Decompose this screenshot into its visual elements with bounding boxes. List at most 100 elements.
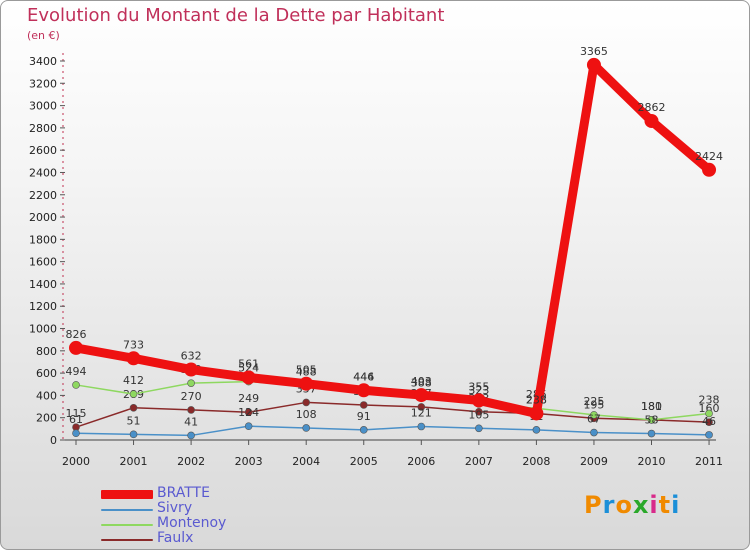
data-label-bratte: 403 xyxy=(411,375,432,388)
data-label-bratte: 632 xyxy=(181,350,202,363)
data-point-bratte xyxy=(586,57,601,72)
data-point-sivry xyxy=(244,422,253,430)
chart-subtitle: (en €) xyxy=(27,29,60,42)
data-label-sivry: 41 xyxy=(184,415,198,428)
data-point-faulx xyxy=(129,403,138,412)
data-point-bratte xyxy=(126,351,141,366)
legend-swatch xyxy=(101,490,153,499)
data-label-sivry: 67 xyxy=(587,413,601,426)
x-tick-label: 2000 xyxy=(62,455,90,468)
data-point-sivry xyxy=(590,428,598,437)
data-point-faulx xyxy=(359,401,368,409)
data-label-sivry: 124 xyxy=(238,406,259,419)
data-point-sivry xyxy=(72,429,80,438)
data-label-bratte: 2424 xyxy=(695,150,723,163)
data-label-bratte: 561 xyxy=(238,357,259,370)
data-label-bratte: 355 xyxy=(468,380,489,393)
y-tick-label: 1600 xyxy=(29,256,57,269)
data-label-montenoy: 524 xyxy=(238,362,259,375)
x-tick-label: 2010 xyxy=(638,455,666,468)
data-point-sivry xyxy=(302,424,311,432)
legend-item-sivry: Sivry xyxy=(101,500,301,517)
data-label-bratte: 238 xyxy=(526,393,547,406)
y-tick-label: 800 xyxy=(36,345,57,358)
data-point-bratte xyxy=(414,388,429,403)
data-label-faulx: 115 xyxy=(66,407,87,420)
logo-letter: x xyxy=(632,491,650,519)
x-tick-label: 2009 xyxy=(580,455,608,468)
data-point-bratte xyxy=(184,362,199,377)
data-point-bratte xyxy=(241,370,256,385)
data-point-bratte xyxy=(702,162,717,177)
y-tick-label: 2200 xyxy=(29,189,57,202)
data-label-sivry: 105 xyxy=(468,408,489,421)
data-point-faulx xyxy=(417,403,426,411)
y-tick-label: 1200 xyxy=(29,300,57,313)
data-label-montenoy: 412 xyxy=(123,374,144,387)
data-label-montenoy: 323 xyxy=(468,384,489,397)
data-point-faulx xyxy=(475,407,483,416)
data-point-bratte xyxy=(69,340,83,355)
y-tick-label: 2800 xyxy=(29,122,57,135)
data-point-bratte xyxy=(529,406,544,421)
y-tick-label: 2600 xyxy=(29,144,57,157)
data-point-sivry xyxy=(129,430,138,439)
data-point-sivry xyxy=(475,424,483,433)
data-label-montenoy: 494 xyxy=(66,365,87,378)
proxiti-logo: Proxiti xyxy=(584,491,680,519)
data-label-sivry: 108 xyxy=(296,408,317,421)
data-label-faulx: 270 xyxy=(181,390,202,403)
data-point-faulx xyxy=(705,418,713,426)
y-tick-label: 3000 xyxy=(29,100,57,113)
logo-letter: i xyxy=(649,491,659,519)
y-tick-label: 2000 xyxy=(29,211,57,224)
logo-letter: P xyxy=(584,491,603,519)
data-label-montenoy: 225 xyxy=(583,395,604,408)
x-tick-label: 2005 xyxy=(350,455,378,468)
logo-letter: o xyxy=(615,491,633,519)
series-line-montenoy xyxy=(75,380,710,421)
logo-letter: r xyxy=(602,491,616,519)
logo-letter: i xyxy=(671,491,681,519)
data-label-montenoy: 181 xyxy=(641,400,662,413)
data-label-montenoy: 238 xyxy=(699,393,720,406)
data-point-sivry xyxy=(532,426,541,434)
x-tick-label: 2001 xyxy=(120,455,148,468)
data-point-sivry xyxy=(187,431,195,440)
series-line-sivry xyxy=(75,425,710,437)
data-point-sivry xyxy=(417,422,426,431)
data-label-faulx: 160 xyxy=(699,402,720,415)
data-label-bratte: 826 xyxy=(66,328,87,341)
y-tick-label: 3200 xyxy=(29,77,57,90)
legend-label: Sivry xyxy=(157,500,193,516)
y-tick-label: 1400 xyxy=(29,278,57,291)
y-tick-label: 200 xyxy=(36,412,57,425)
data-label-sivry: 91 xyxy=(357,410,371,423)
legend-label: Montenoy xyxy=(157,515,227,531)
x-tick-label: 2003 xyxy=(235,455,263,468)
series-line-bratte xyxy=(75,60,712,418)
data-label-faulx: 180 xyxy=(641,400,662,413)
legend-item-montenoy: Montenoy xyxy=(101,515,301,532)
data-point-bratte xyxy=(356,383,371,398)
data-label-montenoy: 388 xyxy=(411,377,432,390)
legend-item-faulx: Faulx xyxy=(101,530,301,547)
data-label-montenoy: 444 xyxy=(353,371,374,384)
y-tick-label: 1800 xyxy=(29,233,57,246)
data-point-montenoy xyxy=(72,381,80,389)
data-label-sivry: 51 xyxy=(127,414,141,427)
data-point-faulx xyxy=(302,398,311,407)
y-tick-label: 2400 xyxy=(29,166,57,179)
x-tick-label: 2007 xyxy=(465,455,493,468)
data-point-faulx xyxy=(187,406,195,414)
data-label-faulx: 195 xyxy=(583,398,604,411)
legend: BRATTE Sivry Montenoy Faulx xyxy=(101,485,301,547)
data-label-bratte: 733 xyxy=(123,338,144,351)
chart-title: Evolution du Montant de la Dette par Hab… xyxy=(27,5,445,26)
data-label-sivry: 121 xyxy=(411,407,432,420)
legend-swatch xyxy=(101,539,153,541)
legend-swatch xyxy=(101,509,153,511)
y-tick-label: 0 xyxy=(50,434,57,447)
